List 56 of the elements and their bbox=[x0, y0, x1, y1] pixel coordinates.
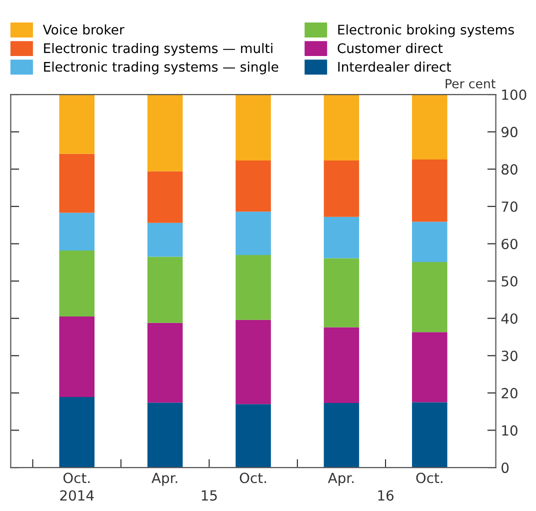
y-tick-label: 10 bbox=[502, 425, 518, 436]
bar bbox=[412, 159, 448, 222]
bar bbox=[236, 404, 271, 468]
y-axis-title: Per cent bbox=[446, 79, 496, 88]
y-tick-label: 80 bbox=[502, 164, 518, 175]
y-tick-label: 70 bbox=[502, 201, 518, 212]
bar bbox=[59, 250, 95, 316]
y-tick-label: 90 bbox=[502, 126, 518, 138]
bar bbox=[147, 94, 183, 172]
bar bbox=[59, 397, 95, 468]
bar bbox=[236, 94, 271, 161]
y-tick-label: 30 bbox=[502, 350, 518, 362]
y-tick-label: 40 bbox=[501, 313, 518, 324]
bar bbox=[236, 212, 271, 255]
bar bbox=[324, 403, 360, 468]
legend-label: Voice broker bbox=[42, 24, 124, 35]
bar bbox=[147, 322, 183, 403]
text: 16 bbox=[378, 490, 394, 501]
bar bbox=[324, 327, 360, 404]
x-tick-label: Oct. bbox=[240, 472, 266, 484]
bar bbox=[412, 94, 448, 160]
bar bbox=[412, 222, 448, 262]
bar bbox=[236, 320, 271, 404]
bar bbox=[147, 256, 183, 323]
y-tick-label: 100 bbox=[502, 90, 526, 100]
x-tick-label: Apr. bbox=[328, 472, 354, 486]
legend-label: Electronic trading systems — single bbox=[44, 62, 278, 74]
y-tick-label: 20 bbox=[502, 388, 518, 398]
legend-label: Electronic broking systems bbox=[338, 24, 514, 38]
bar bbox=[412, 262, 448, 332]
bar bbox=[59, 94, 95, 154]
text: 2014 bbox=[60, 490, 94, 501]
bar bbox=[147, 171, 183, 223]
bar bbox=[324, 94, 360, 161]
legend-label: Electronic trading systems — multi bbox=[44, 42, 272, 56]
legend-label: Interdealer direct bbox=[338, 62, 452, 72]
x-tick-label: Oct. bbox=[63, 472, 90, 484]
x-tick-label: Oct. bbox=[416, 472, 442, 484]
bar bbox=[412, 402, 448, 468]
legend-label: Customer direct bbox=[338, 42, 443, 54]
bar bbox=[412, 332, 448, 402]
bar bbox=[324, 216, 360, 258]
text: 15 bbox=[202, 490, 217, 501]
y-tick-label: 50 bbox=[502, 276, 518, 287]
bar bbox=[147, 402, 183, 468]
bar bbox=[236, 254, 271, 320]
bar bbox=[59, 154, 95, 213]
bar bbox=[147, 222, 183, 257]
bar bbox=[59, 212, 95, 250]
bar bbox=[324, 160, 360, 217]
y-tick-label: 0 bbox=[502, 462, 509, 474]
bar bbox=[324, 258, 360, 328]
y-tick-label: 60 bbox=[502, 238, 518, 250]
bar bbox=[236, 160, 271, 212]
x-tick-label: Apr. bbox=[152, 472, 178, 486]
bar bbox=[59, 316, 95, 398]
